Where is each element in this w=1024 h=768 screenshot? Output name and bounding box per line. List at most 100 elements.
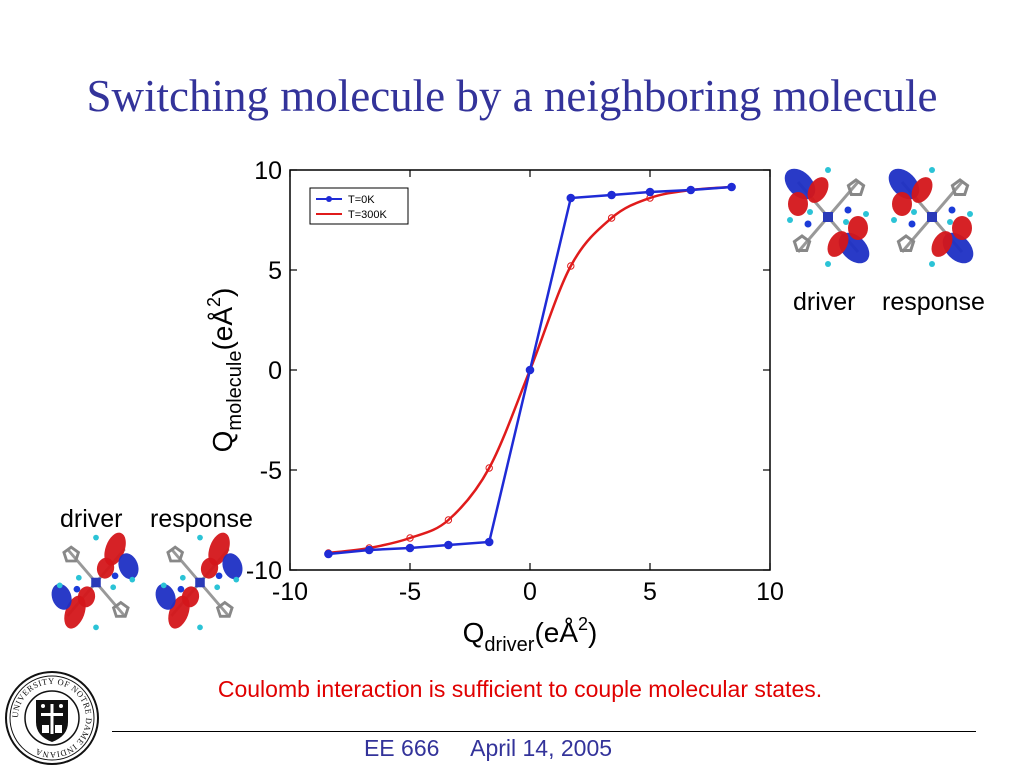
data-point-t0k xyxy=(364,545,374,555)
hydrogen-atom xyxy=(929,167,935,173)
driver-molecule-image xyxy=(51,532,139,631)
hydrogen-atom xyxy=(929,261,935,267)
molecule-ring xyxy=(166,545,185,563)
hydrogen-atom xyxy=(911,209,917,215)
molecule-ring xyxy=(792,234,812,252)
orbital-lobe xyxy=(827,231,849,257)
nitrogen-atom xyxy=(908,220,916,228)
data-point-t300k xyxy=(406,534,414,542)
orbital-lobe xyxy=(155,583,176,610)
chart-svg: -10 -5 0 5 10 -10 -5 0 5 10 Qdriver(eÅ2) Qmolecule(… xyxy=(204,157,784,656)
hydrogen-atom xyxy=(93,624,99,631)
hydrogen-atom xyxy=(93,534,99,541)
hydrogen-atom xyxy=(843,219,849,225)
orbital-lobe xyxy=(118,553,139,580)
legend-label-t0k: T=0K xyxy=(348,194,375,206)
molecule-ring xyxy=(896,234,916,252)
hydrogen-atom xyxy=(75,574,82,581)
footer-divider xyxy=(112,731,976,732)
orbital-lobe xyxy=(784,168,816,200)
orbital-lobe xyxy=(222,553,243,580)
nitrogen-atom xyxy=(804,220,812,228)
driver-molecule-image xyxy=(784,167,870,267)
response-molecule-image xyxy=(888,167,974,267)
caption-text: Coulomb interaction is sufficient to cou… xyxy=(217,676,823,702)
hydrogen-atom xyxy=(825,167,831,173)
molecule-group-top-right xyxy=(778,162,988,282)
data-point-t300k xyxy=(607,214,616,222)
y-tick-label: -10 xyxy=(246,557,282,585)
hydrogen-atom xyxy=(214,584,221,591)
slide-title: Switching molecule by a neighboring mole… xyxy=(86,71,938,121)
hydrogen-atom xyxy=(787,217,793,223)
y-tick-label: 10 xyxy=(254,157,282,185)
orbital-lobe xyxy=(200,557,219,579)
data-point-t300k xyxy=(567,262,575,270)
legend-marker-t0k xyxy=(326,196,332,202)
x-tick-label: -5 xyxy=(399,578,421,606)
data-point-t0k xyxy=(444,540,453,550)
metal-center xyxy=(823,212,833,222)
molecule-ring xyxy=(62,545,81,563)
nitrogen-atom xyxy=(948,206,956,214)
driver-label-bottom: driver xyxy=(60,505,123,533)
orbital-lobe xyxy=(888,168,920,200)
nitrogen-atom xyxy=(844,206,852,214)
data-point-t0k xyxy=(324,549,333,559)
y-tick-label: 0 xyxy=(268,357,282,385)
response-molecule-image xyxy=(155,532,243,631)
hydrogen-atom xyxy=(179,574,186,581)
molecule-ring xyxy=(950,178,970,196)
x-axis-label: Qdriver(eÅ2) xyxy=(463,614,598,656)
orbital-lobe xyxy=(848,216,868,240)
legend-box xyxy=(309,187,409,225)
data-point-t0k xyxy=(727,182,736,192)
hydrogen-atom xyxy=(233,576,240,583)
data-point-t0k xyxy=(645,187,655,197)
data-point-t300k xyxy=(444,516,453,524)
data-point-t0k xyxy=(607,190,616,200)
metal-center xyxy=(195,577,205,588)
orbital-lobe xyxy=(51,583,72,610)
data-point-t0k xyxy=(484,537,494,547)
data-point-t0k xyxy=(525,365,535,375)
hydrogen-atom xyxy=(947,219,953,225)
data-point-t0k xyxy=(686,185,696,195)
orbital-lobe xyxy=(911,177,933,203)
hydrogen-atom xyxy=(891,217,897,223)
hydrogen-atom xyxy=(160,582,167,589)
orbital-lobe xyxy=(807,177,829,203)
orbital-lobe xyxy=(96,557,115,579)
orbital-lobe xyxy=(181,586,200,608)
molecule-ring xyxy=(111,600,130,618)
y-tick-label: -5 xyxy=(260,457,282,485)
hydrogen-atom xyxy=(197,534,203,541)
molecule-ring xyxy=(846,178,866,196)
footer-text: EE 666 April 14, 2005 xyxy=(363,735,613,761)
data-point-t0k xyxy=(405,543,415,553)
chart-container: -10 -5 0 5 10 -10 -5 0 5 10 Qdriver(eÅ2) Qmolecule(… xyxy=(180,150,800,680)
orbital-lobe xyxy=(788,192,808,216)
hydrogen-atom xyxy=(56,582,63,589)
data-point-t0k xyxy=(566,193,576,203)
y-tick-label: 5 xyxy=(268,257,282,285)
hydrogen-atom xyxy=(110,584,117,591)
university-seal-logo: UNIVERSITY OF NOTRE DAME INDIANA xyxy=(5,671,99,765)
nitrogen-atom xyxy=(215,572,223,580)
legend-label-t300k: T=300K xyxy=(348,209,387,221)
response-label-top: response xyxy=(882,288,985,316)
nitrogen-atom xyxy=(111,572,119,580)
molecule-ring xyxy=(215,600,234,618)
hydrogen-atom xyxy=(197,624,203,631)
nitrogen-atom xyxy=(73,585,81,593)
molecule-group-bottom-left xyxy=(46,530,256,635)
data-point-t300k xyxy=(485,464,493,472)
orbital-lobe xyxy=(952,216,972,240)
x-tick-label: -10 xyxy=(272,578,308,606)
orbital-lobe xyxy=(892,192,912,216)
orbital-lobe xyxy=(77,586,96,608)
metal-center xyxy=(927,212,937,222)
x-tick-label: 5 xyxy=(643,578,657,606)
hydrogen-atom xyxy=(825,261,831,267)
hydrogen-atom xyxy=(863,211,869,217)
